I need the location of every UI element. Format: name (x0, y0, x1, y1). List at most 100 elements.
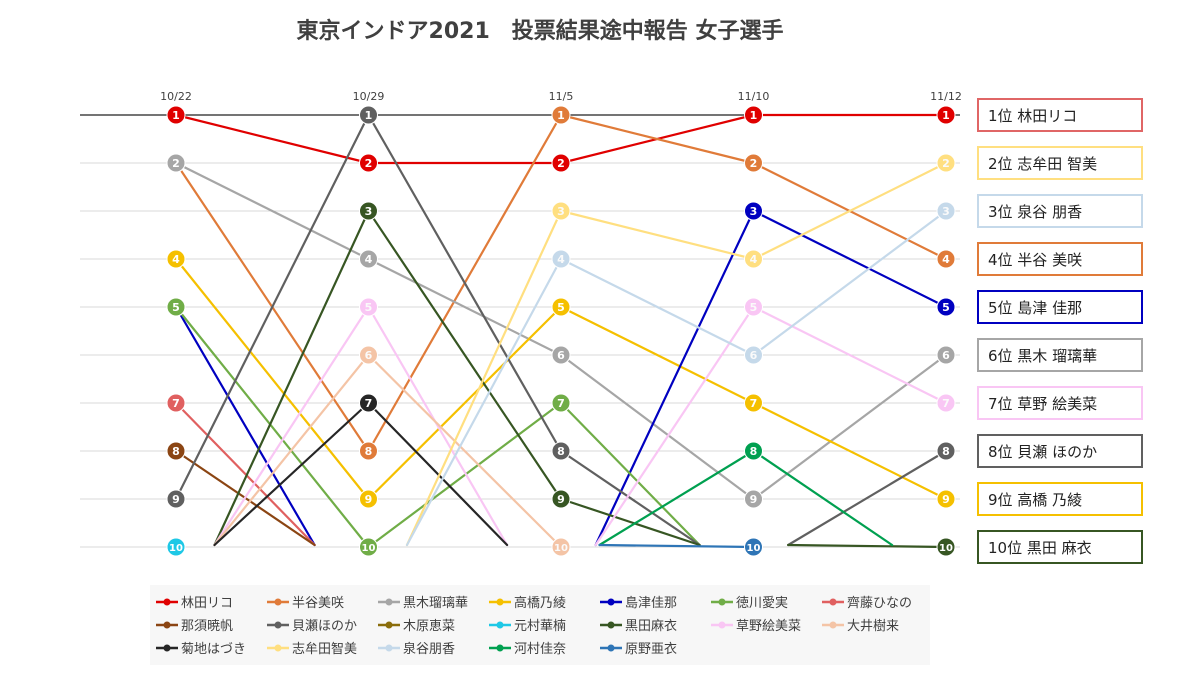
legend-label: 黒木瑠璃華 (403, 596, 468, 611)
data-point (551, 297, 571, 317)
data-label: 7 (750, 397, 758, 410)
series-line-segment (559, 401, 701, 547)
ranking-box (977, 290, 1143, 324)
ranking-box (977, 482, 1143, 516)
legend-swatch-marker (385, 644, 393, 652)
data-label: 8 (172, 445, 180, 458)
chart-title: 東京インドア2021 投票結果途中報告 女子選手 (297, 18, 784, 44)
data-label: 10 (747, 543, 761, 554)
legend-swatch-marker (163, 598, 171, 606)
data-point (166, 249, 186, 269)
series-line-segment (405, 257, 563, 547)
legend-swatch-marker (163, 621, 171, 629)
legend-label: 半谷美咲 (292, 595, 344, 611)
legend-label: 貝瀬ほのか (292, 619, 357, 634)
series-line-segment (598, 543, 755, 549)
x-tick-label: 11/5 (549, 90, 574, 103)
data-label: 3 (365, 205, 373, 218)
legend-swatch-marker (496, 644, 504, 652)
legend-swatch-marker (829, 621, 837, 629)
legend-label: 菊地はづき (181, 642, 246, 657)
data-label: 2 (942, 157, 950, 170)
series-line-segment (752, 353, 948, 501)
data-point (744, 441, 763, 461)
data-point (936, 201, 956, 221)
ranking-label: 4位 半谷 美咲 (988, 251, 1082, 269)
ranking-label: 7位 草野 絵美菜 (988, 395, 1097, 413)
data-label: 8 (365, 445, 373, 458)
data-label: 1 (172, 109, 180, 122)
data-label: 4 (750, 253, 758, 266)
x-tick-labels: 10/22 10/29 11/5 11/10 11/12 (160, 90, 962, 103)
legend-swatch-marker (274, 644, 282, 652)
data-label: 1 (942, 109, 950, 122)
series-line-segment (559, 449, 701, 547)
series-line-segment (174, 257, 370, 501)
data-label: 5 (557, 301, 565, 314)
legend-swatch-marker (274, 598, 282, 606)
ranking-label: 1位 林田リコ (988, 107, 1077, 125)
data-point (166, 105, 186, 125)
series-line-segment (405, 209, 563, 547)
series-line-segment (174, 305, 316, 547)
data-point (359, 297, 378, 317)
series-line-segment (559, 257, 755, 357)
series-line-segment (752, 161, 948, 261)
data-point (359, 393, 378, 413)
series-line-segment (559, 497, 701, 547)
legend-label: 那須暁帆 (181, 619, 233, 634)
data-point (551, 441, 571, 461)
series-line-segment (367, 113, 563, 453)
data-point (166, 441, 186, 461)
series-line-segment (367, 305, 509, 547)
series-line-segment (559, 209, 755, 261)
series-line-segment (559, 353, 755, 501)
legend-swatch-marker (718, 621, 726, 629)
series-line-segment (594, 305, 755, 547)
data-label: 8 (942, 445, 950, 458)
data-point (936, 345, 956, 365)
legend-label: 志牟田智美 (292, 642, 357, 657)
data-label: 5 (365, 301, 373, 314)
data-label: 9 (750, 493, 758, 506)
data-label: 7 (942, 397, 950, 410)
data-label: 2 (172, 157, 180, 170)
data-label: 3 (942, 205, 950, 218)
series-line-segment (787, 449, 948, 547)
series-line-segment (752, 209, 948, 357)
series-line-segment (367, 305, 563, 501)
data-point (551, 201, 571, 221)
data-label: 7 (172, 397, 180, 410)
ranking-box (977, 434, 1143, 468)
data-point (166, 393, 186, 413)
data-label: 4 (365, 253, 373, 266)
series-line-segment (213, 401, 370, 547)
series-line-segment (174, 161, 370, 261)
data-point (359, 201, 378, 221)
data-label: 10 (939, 543, 953, 554)
series-line-segment (594, 209, 755, 547)
legend-swatch-marker (607, 621, 615, 629)
legend-swatch-marker (607, 598, 615, 606)
data-label: 4 (942, 253, 950, 266)
data-point (166, 297, 186, 317)
data-label: 6 (942, 349, 950, 362)
data-point (359, 441, 378, 461)
data-point (744, 297, 763, 317)
data-point (744, 153, 763, 173)
data-label: 6 (750, 349, 758, 362)
data-point (744, 105, 763, 125)
data-point (359, 153, 378, 173)
ranking-box (977, 530, 1143, 564)
legend-swatch-marker (496, 598, 504, 606)
x-tick-label: 10/29 (353, 90, 385, 103)
ranking-box (977, 338, 1143, 372)
legend-swatch-marker (718, 598, 726, 606)
data-point (744, 537, 763, 557)
data-label: 8 (750, 445, 758, 458)
data-point (166, 537, 186, 557)
legend-label: 林田リコ (181, 596, 233, 611)
data-label: 2 (557, 157, 565, 170)
data-label: 3 (557, 205, 565, 218)
